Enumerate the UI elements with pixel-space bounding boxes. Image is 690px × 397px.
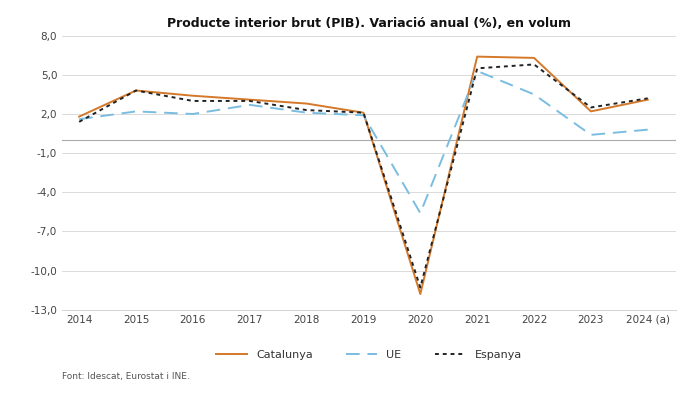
Espanya — [75, 119, 83, 124]
Line: Espanya: Espanya — [79, 64, 648, 287]
UE — [189, 112, 197, 116]
Catalunya — [75, 114, 83, 119]
UE — [644, 127, 652, 132]
Espanya — [644, 96, 652, 101]
Catalunya — [132, 88, 140, 93]
Espanya — [416, 285, 424, 290]
Espanya — [473, 66, 482, 71]
Espanya — [359, 110, 368, 115]
UE — [246, 102, 254, 107]
UE — [416, 211, 424, 216]
UE — [359, 113, 368, 118]
Catalunya — [644, 97, 652, 102]
UE — [586, 133, 595, 137]
UE — [473, 69, 482, 73]
Catalunya — [359, 110, 368, 115]
Line: UE: UE — [79, 71, 648, 213]
Espanya — [586, 105, 595, 110]
Espanya — [530, 62, 538, 67]
Text: Font: Idescat, Eurostat i INE.: Font: Idescat, Eurostat i INE. — [62, 372, 190, 381]
Line: Catalunya: Catalunya — [79, 57, 648, 294]
Espanya — [132, 88, 140, 93]
Catalunya — [302, 101, 311, 106]
Espanya — [246, 98, 254, 103]
UE — [132, 109, 140, 114]
Catalunya — [246, 97, 254, 102]
Title: Producte interior brut (PIB). Variació anual (%), en volum: Producte interior brut (PIB). Variació a… — [167, 17, 571, 31]
UE — [302, 110, 311, 115]
Catalunya — [416, 292, 424, 297]
Catalunya — [473, 54, 482, 59]
Legend: Catalunya, UE, Espanya: Catalunya, UE, Espanya — [212, 345, 526, 364]
UE — [75, 117, 83, 121]
Catalunya — [530, 56, 538, 60]
Espanya — [302, 108, 311, 112]
Catalunya — [189, 93, 197, 98]
UE — [530, 92, 538, 97]
Catalunya — [586, 109, 595, 114]
Espanya — [189, 98, 197, 103]
